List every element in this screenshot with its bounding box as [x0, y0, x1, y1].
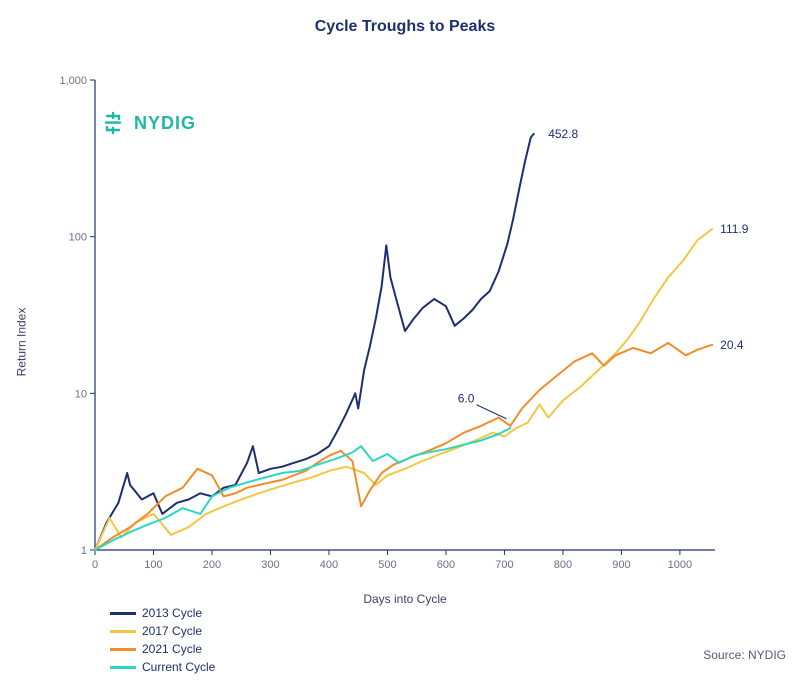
legend-swatch	[110, 630, 136, 633]
legend-label: 2017 Cycle	[142, 622, 202, 640]
svg-text:100: 100	[69, 232, 87, 244]
legend-item-2013: 2013 Cycle	[110, 604, 215, 622]
legend-label: 2013 Cycle	[142, 604, 202, 622]
legend-label: Current Cycle	[142, 658, 215, 676]
legend-item-2021: 2021 Cycle	[110, 640, 215, 658]
svg-text:0: 0	[92, 559, 98, 571]
chart-area: 1 10 100 1,000 0 100 200 300 400 500 600 700 800 900 1…	[40, 60, 770, 600]
svg-text:20.4: 20.4	[720, 338, 744, 352]
svg-text:800: 800	[554, 559, 572, 571]
svg-text:6.0: 6.0	[458, 392, 475, 406]
svg-text:500: 500	[378, 559, 396, 571]
svg-text:1,000: 1,000	[59, 75, 87, 87]
chart-title: Cycle Troughs to Peaks	[0, 0, 810, 36]
legend-item-current: Current Cycle	[110, 658, 215, 676]
svg-text:300: 300	[261, 559, 279, 571]
y-axis-label: Return Index	[15, 308, 29, 377]
svg-text:10: 10	[75, 388, 87, 400]
source-label: Source: NYDIG	[703, 648, 786, 662]
legend-label: 2021 Cycle	[142, 640, 202, 658]
legend-swatch	[110, 666, 136, 669]
legend-swatch	[110, 612, 136, 615]
svg-text:1000: 1000	[668, 559, 692, 571]
svg-text:100: 100	[144, 559, 162, 571]
legend: 2013 Cycle 2017 Cycle 2021 Cycle Current…	[110, 604, 215, 676]
svg-text:200: 200	[203, 559, 221, 571]
legend-item-2017: 2017 Cycle	[110, 622, 215, 640]
svg-text:400: 400	[320, 559, 338, 571]
svg-text:900: 900	[612, 559, 630, 571]
legend-swatch	[110, 648, 136, 651]
svg-text:600: 600	[437, 559, 455, 571]
x-axis-label: Days into Cycle	[363, 592, 446, 606]
svg-text:1: 1	[81, 545, 87, 557]
chart-svg: 1 10 100 1,000 0 100 200 300 400 500 600 700 800 900 1…	[40, 60, 770, 600]
svg-text:700: 700	[495, 559, 513, 571]
page-root: Cycle Troughs to Peaks NYDIG Return Inde…	[0, 0, 810, 684]
svg-text:452.8: 452.8	[548, 127, 578, 141]
svg-text:111.9: 111.9	[720, 222, 749, 236]
